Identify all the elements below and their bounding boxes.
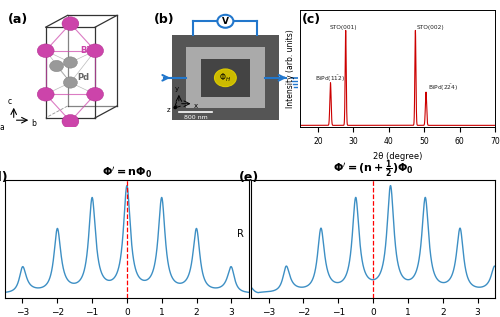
Circle shape <box>86 87 104 101</box>
Circle shape <box>38 87 54 101</box>
Circle shape <box>62 114 79 128</box>
Text: 800 nm: 800 nm <box>184 115 208 120</box>
Circle shape <box>62 17 79 30</box>
Text: STO(001): STO(001) <box>330 24 357 29</box>
FancyBboxPatch shape <box>186 47 264 108</box>
Circle shape <box>64 77 78 88</box>
Title: $\mathbf{\Phi^{\prime} = (n+\frac{1}{2})\Phi_0}$: $\mathbf{\Phi^{\prime} = (n+\frac{1}{2})… <box>332 159 413 180</box>
Text: $\Phi_H$: $\Phi_H$ <box>220 72 232 84</box>
Text: y: y <box>174 86 178 92</box>
Circle shape <box>38 44 54 58</box>
FancyBboxPatch shape <box>200 59 250 97</box>
Text: Pd: Pd <box>78 73 90 82</box>
Text: BiPd(1$\bar{1}$2): BiPd(1$\bar{1}$2) <box>314 74 345 84</box>
Text: Bi: Bi <box>80 46 90 55</box>
Text: (a): (a) <box>8 13 28 26</box>
Text: x: x <box>194 103 198 109</box>
Text: (d): (d) <box>0 171 8 184</box>
Text: V: V <box>222 17 229 26</box>
Text: (b): (b) <box>154 13 175 26</box>
Y-axis label: Intensity (arb. units): Intensity (arb. units) <box>286 29 295 108</box>
Text: c: c <box>8 97 12 106</box>
Circle shape <box>218 15 234 28</box>
Circle shape <box>86 44 104 58</box>
Circle shape <box>50 60 64 72</box>
FancyBboxPatch shape <box>172 36 279 120</box>
Text: b: b <box>31 119 36 128</box>
Text: STO(002): STO(002) <box>416 24 444 29</box>
Text: (e): (e) <box>239 171 259 184</box>
Title: $\mathbf{\Phi^{\prime} = n\Phi_0}$: $\mathbf{\Phi^{\prime} = n\Phi_0}$ <box>102 165 152 180</box>
Circle shape <box>64 57 78 68</box>
Text: BiPd(2$\bar{2}$4): BiPd(2$\bar{2}$4) <box>428 83 458 93</box>
Circle shape <box>174 107 176 108</box>
Text: z: z <box>167 107 171 113</box>
Circle shape <box>214 69 236 87</box>
Text: (c): (c) <box>302 13 322 26</box>
X-axis label: 2θ (degree): 2θ (degree) <box>373 152 422 160</box>
Text: a: a <box>0 123 4 132</box>
Y-axis label: R: R <box>236 229 244 239</box>
